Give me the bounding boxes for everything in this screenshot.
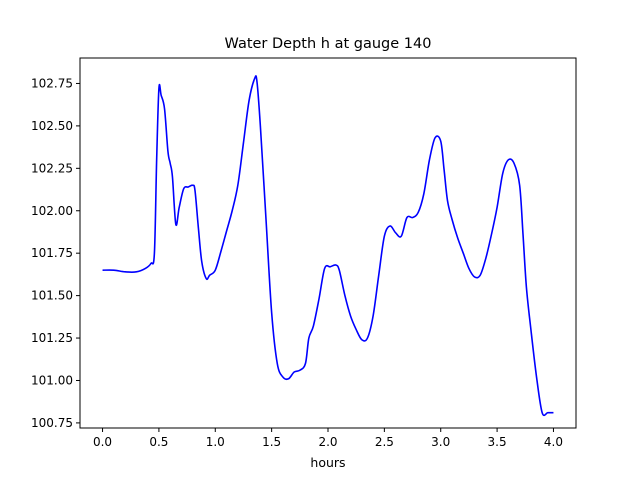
x-tick-label: 3.5: [488, 435, 507, 449]
series-line-water-depth: [102, 75, 554, 417]
x-tick-label: 0.0: [93, 435, 112, 449]
y-tick-label: 102.75: [31, 76, 73, 90]
y-tick-label: 102.00: [31, 204, 73, 218]
y-tick-label: 102.50: [31, 119, 73, 133]
x-tick-label: 0.5: [149, 435, 168, 449]
x-axis: 0.0 0.5 1.0 1.5 2.0 2.5 3.0 3.5 4.0: [93, 428, 563, 449]
y-tick-label: 101.50: [31, 289, 73, 303]
x-tick-label: 2.0: [318, 435, 337, 449]
y-tick-label: 101.75: [31, 246, 73, 260]
y-tick-label: 101.25: [31, 331, 73, 345]
y-axis: 100.75 101.00 101.25 101.50 101.75 102.00 102.…: [31, 76, 80, 430]
x-tick-label: 2.5: [375, 435, 394, 449]
y-tick-label: 101.00: [31, 373, 73, 387]
y-tick-label: 102.25: [31, 161, 73, 175]
chart-title: Water Depth h at gauge 140: [225, 36, 432, 52]
x-tick-label: 4.0: [544, 435, 563, 449]
x-tick-label: 3.0: [431, 435, 450, 449]
plot-area: [80, 58, 576, 428]
series-layer: [102, 75, 554, 417]
x-axis-label: hours: [310, 455, 345, 470]
x-tick-label: 1.0: [206, 435, 225, 449]
x-tick-label: 1.5: [262, 435, 281, 449]
y-tick-label: 100.75: [31, 416, 73, 430]
